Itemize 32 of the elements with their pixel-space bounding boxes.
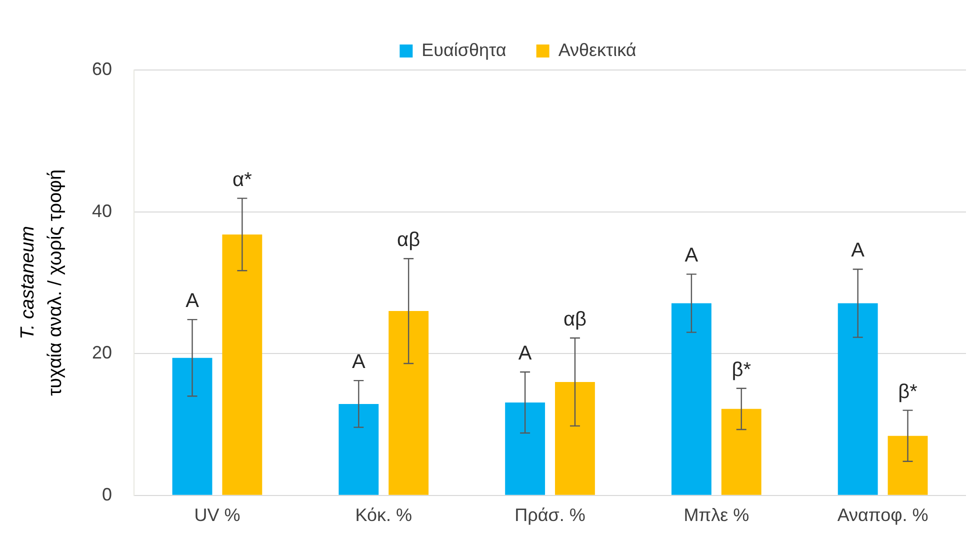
x-tick-label: Πράσ. % — [514, 505, 586, 526]
annotation: β* — [898, 380, 918, 403]
x-tick-label: Μπλε % — [684, 505, 750, 526]
annotation: A — [518, 342, 532, 365]
annotation: A — [186, 290, 200, 312]
y-tick-label: 20 — [92, 342, 112, 363]
annotation: A — [851, 240, 866, 262]
bar — [338, 404, 379, 495]
x-tick-label: Αναποφ. % — [837, 505, 928, 526]
annotation: A — [684, 244, 699, 267]
legend-label: Ευαίσθητα — [422, 40, 506, 60]
y-tick-label: 40 — [92, 200, 112, 221]
y-axis-title: T. castaneum τυχαία αναλ. / χωρίς τροφή — [17, 169, 66, 396]
bar — [388, 311, 429, 495]
annotation: αβ — [397, 229, 420, 252]
bar — [172, 358, 212, 495]
annotation: β* — [732, 358, 752, 381]
legend-label: Ανθεκτικά — [558, 40, 636, 60]
x-tick-label: Κόκ. % — [355, 505, 412, 526]
bar — [838, 303, 878, 495]
x-tick-label: UV % — [194, 505, 240, 526]
y-tick-label: 60 — [92, 58, 112, 79]
bar — [222, 234, 262, 495]
bar — [888, 436, 928, 495]
bar — [555, 382, 595, 495]
bar — [505, 402, 546, 495]
bar — [671, 303, 712, 495]
annotation: A — [352, 351, 366, 374]
annotation: αβ — [563, 308, 587, 331]
bar — [721, 408, 762, 495]
annotation: α* — [232, 168, 252, 191]
y-tick-label: 0 — [102, 484, 112, 504]
